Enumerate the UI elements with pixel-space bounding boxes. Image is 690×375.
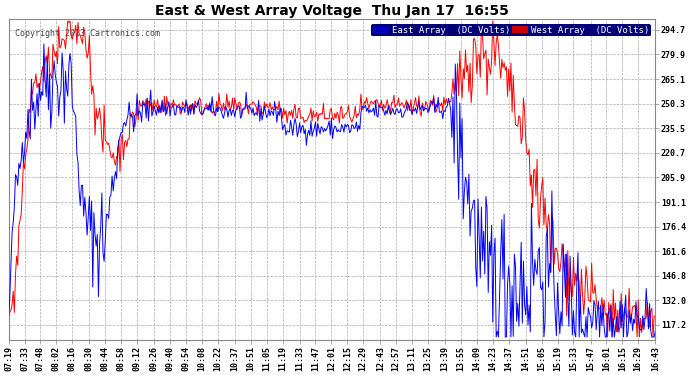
Legend: East Array  (DC Volts), West Array  (DC Volts): East Array (DC Volts), West Array (DC Vo…: [371, 24, 651, 36]
Title: East & West Array Voltage  Thu Jan 17  16:55: East & West Array Voltage Thu Jan 17 16:…: [155, 4, 509, 18]
Text: Copyright 2013 Cartronics.com: Copyright 2013 Cartronics.com: [15, 29, 160, 38]
